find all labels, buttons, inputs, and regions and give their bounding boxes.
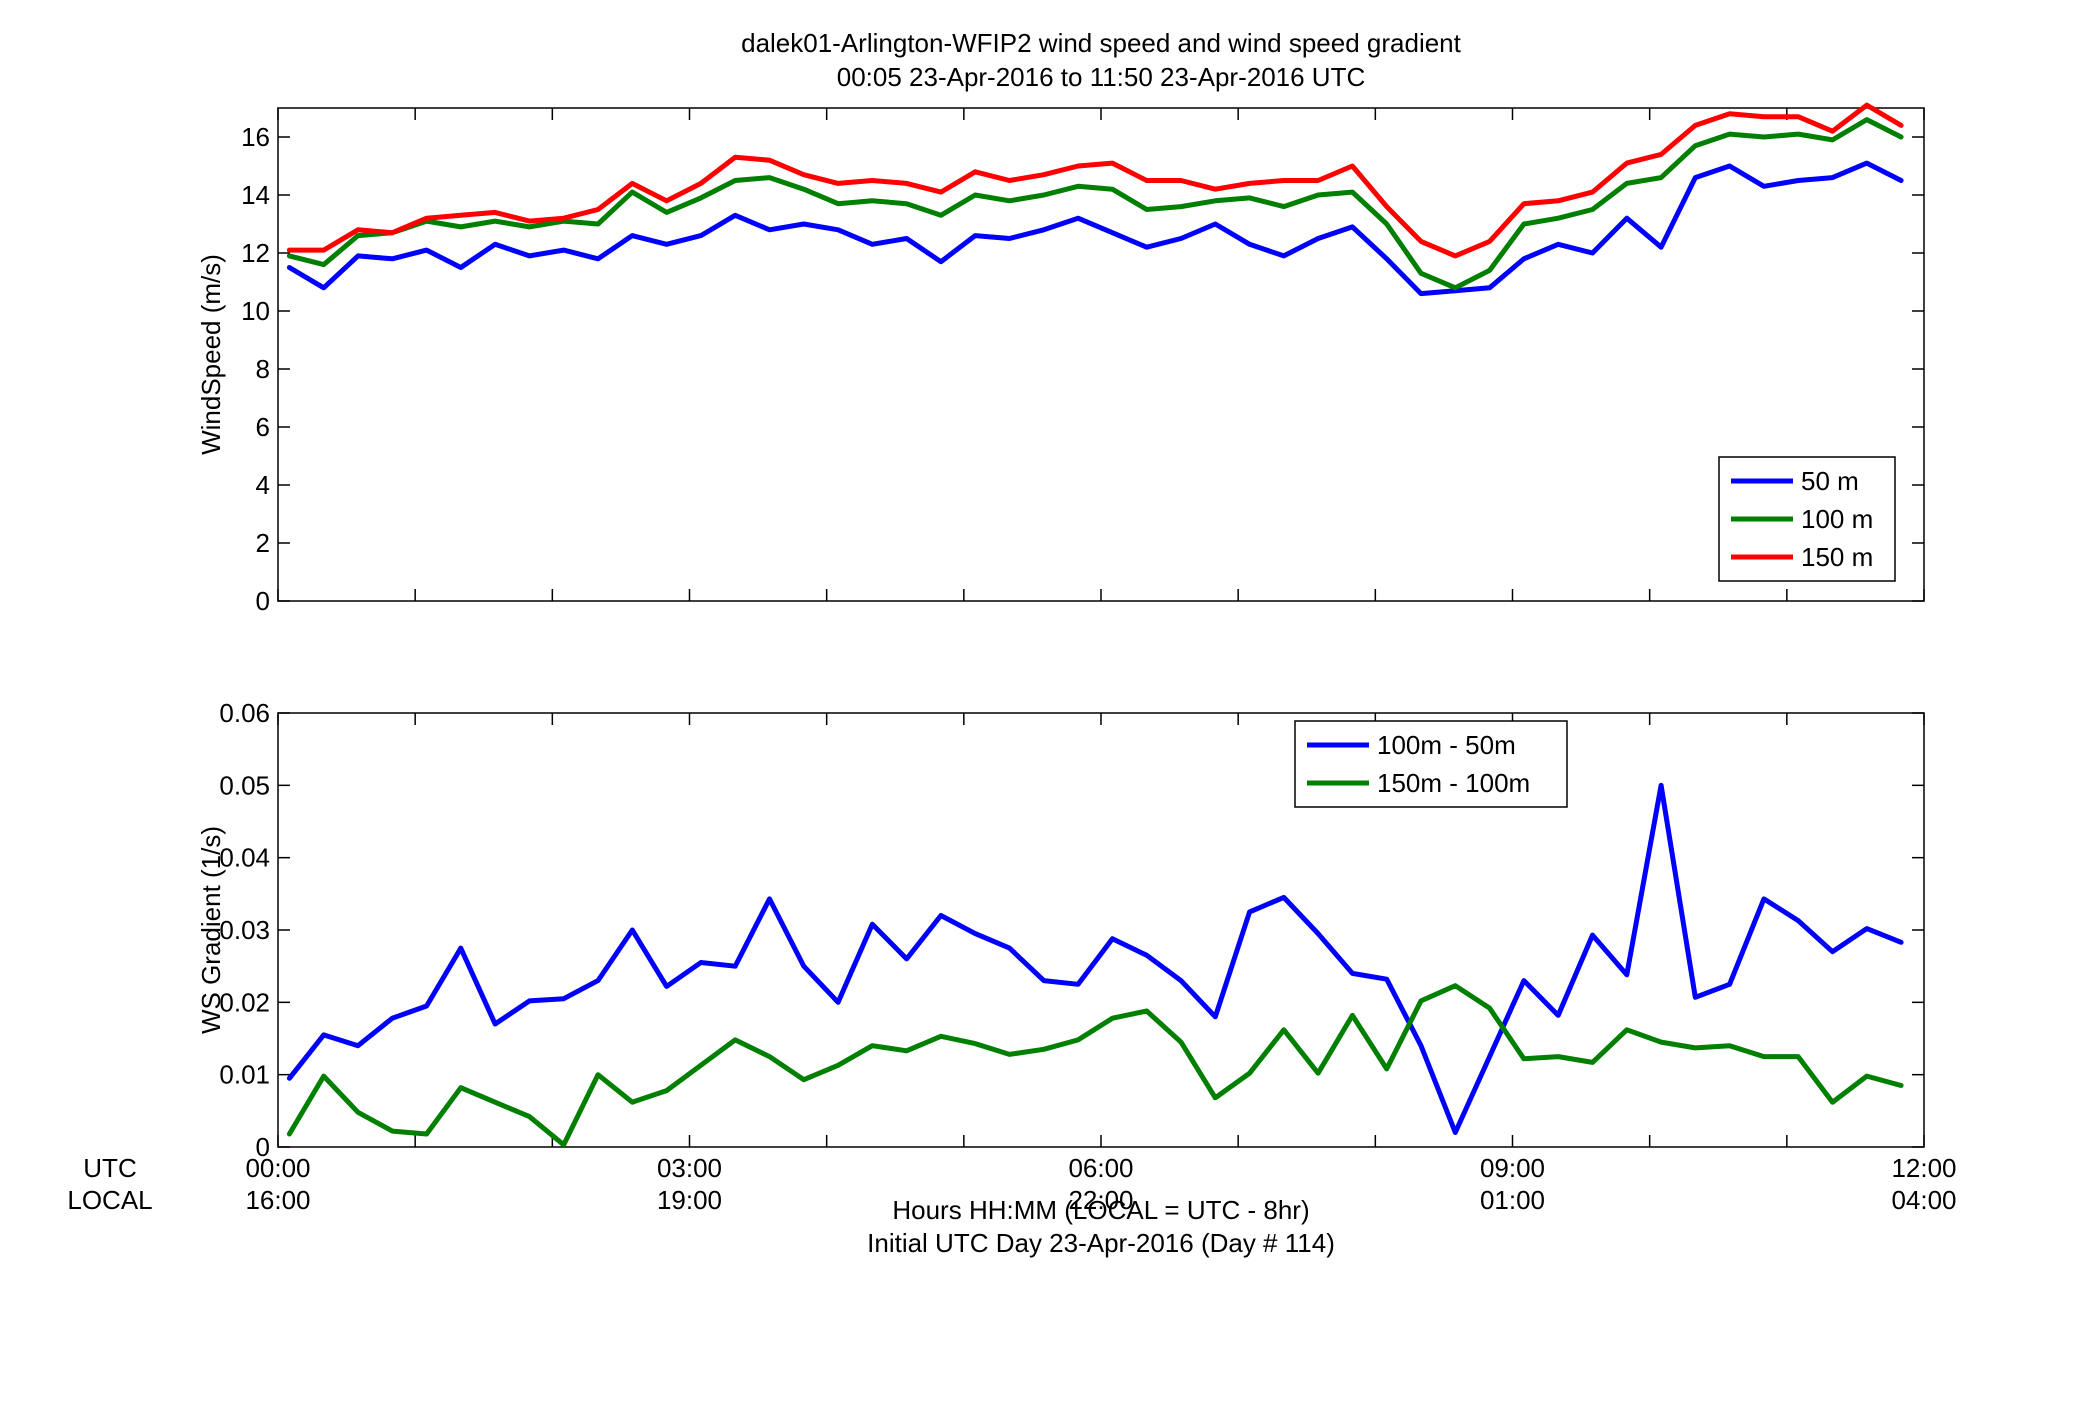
series-line: [286, 782, 1904, 1135]
y-tick-label: 0.04: [219, 843, 270, 873]
legend-entry: 150m - 100m: [1377, 768, 1530, 798]
x-tick-label-local: 16:00: [245, 1185, 310, 1215]
y-axis-label: WindSpeed (m/s): [196, 254, 226, 455]
x-tick-label-utc: 03:00: [657, 1153, 722, 1183]
y-tick-label: 6: [256, 412, 270, 442]
y-tick-label: 14: [241, 180, 270, 210]
legend-entry: 150 m: [1801, 542, 1873, 572]
series-line: [286, 160, 1904, 297]
series-line: [286, 102, 1904, 259]
figure-title-line1: dalek01-Arlington-WFIP2 wind speed and w…: [741, 28, 1462, 58]
legend-entry: 50 m: [1801, 466, 1859, 496]
y-axis-label: WS Gradient (1/s): [196, 826, 226, 1034]
y-tick-label: 0.06: [219, 698, 270, 728]
windspeed-plot: 0 2 4 6 8 10 12 14 16 WindSpeed (m/s) 50 m 100 m 150…: [196, 102, 1925, 616]
local-row-label: LOCAL: [67, 1185, 152, 1215]
y-tick-label: 16: [241, 122, 270, 152]
y-tick-label: 12: [241, 238, 270, 268]
x-axis-label-line2: Initial UTC Day 23-Apr-2016 (Day # 114): [867, 1228, 1335, 1258]
x-tick-label-utc: 00:00: [245, 1153, 310, 1183]
y-tick-label: 0.05: [219, 770, 270, 800]
x-tick-label-local: 19:00: [657, 1185, 722, 1215]
y-tick-label: 2: [256, 528, 270, 558]
legend-entry: 100m - 50m: [1377, 730, 1516, 760]
utc-row-label: UTC: [83, 1153, 136, 1183]
y-tick-label: 8: [256, 354, 270, 384]
legend-box: [1294, 720, 1568, 808]
y-tick-label: 0: [256, 586, 270, 616]
x-tick-label-local: 22:00: [1068, 1185, 1133, 1215]
y-tick-label: 0: [256, 1132, 270, 1162]
y-tick-label: 4: [256, 470, 270, 500]
x-tick-label-utc: 09:00: [1480, 1153, 1545, 1183]
x-axis-label-line1: Hours HH:MM (LOCAL = UTC - 8hr): [892, 1195, 1309, 1225]
x-tick-label-local: 01:00: [1480, 1185, 1545, 1215]
legend-entry: 100 m: [1801, 504, 1873, 534]
y-tick-label: 10: [241, 296, 270, 326]
y-tick-label: 0.01: [219, 1060, 270, 1090]
series-line: [286, 983, 1904, 1148]
x-tick-label-utc: 06:00: [1068, 1153, 1133, 1183]
x-tick-label-utc: 12:00: [1891, 1153, 1956, 1183]
y-tick-label: 0.02: [219, 987, 270, 1017]
figure-title-line2: 00:05 23-Apr-2016 to 11:50 23-Apr-2016 U…: [837, 62, 1366, 92]
series-line: [286, 117, 1904, 291]
y-tick-label: 0.03: [219, 915, 270, 945]
gradient-plot: 0 0.01 0.02 0.03 0.04 0.05 0.06 WS Gradient (1/…: [196, 698, 1925, 1162]
x-tick-label-local: 04:00: [1891, 1185, 1956, 1215]
